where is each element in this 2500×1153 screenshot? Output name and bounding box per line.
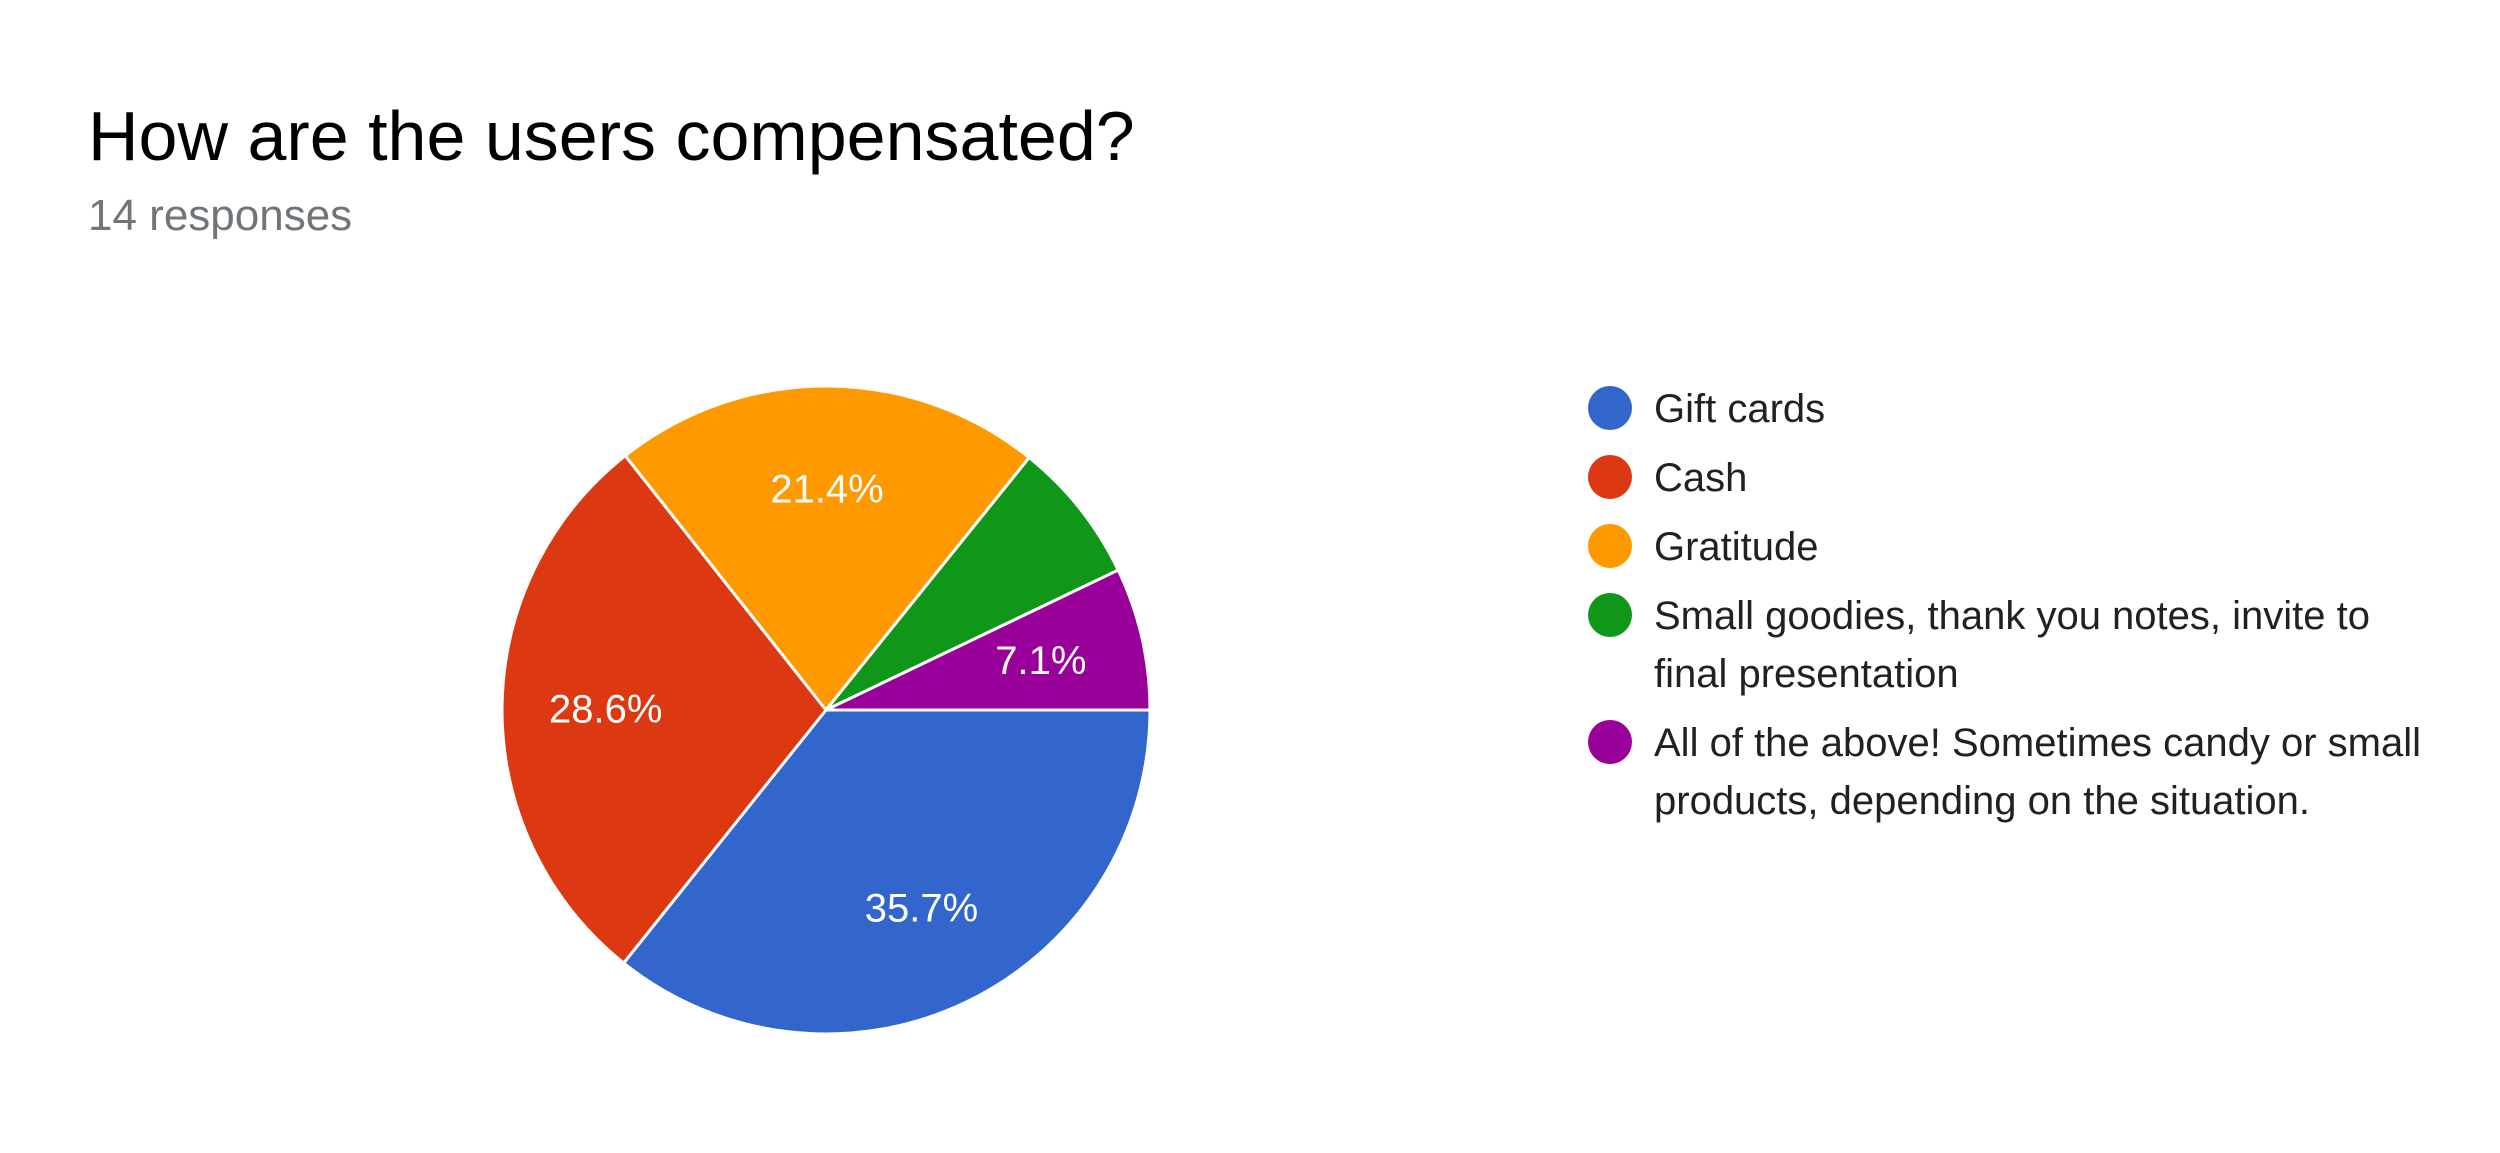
slice-label: 21.4% bbox=[770, 468, 883, 512]
legend-item: Gratitude bbox=[1588, 518, 2448, 576]
pie-slice bbox=[824, 455, 1121, 712]
pie-slice bbox=[623, 384, 1032, 713]
legend-item: Small goodies, thank you notes, invite t… bbox=[1588, 587, 2448, 703]
legend-item: Gift cards bbox=[1588, 380, 2448, 438]
chart-legend: Gift cards Cash Gratitude Small goodies, th… bbox=[1588, 380, 2448, 841]
legend-label: Gift cards bbox=[1654, 387, 1826, 431]
legend-label: Small goodies, thank you notes, invite t… bbox=[1654, 594, 2370, 696]
legend-label: Cash bbox=[1654, 456, 1748, 500]
chart-title: How are the users compensated? bbox=[88, 97, 1135, 175]
pie-slice bbox=[500, 453, 828, 966]
legend-label: Gratitude bbox=[1654, 525, 1819, 569]
legend-swatch bbox=[1588, 386, 1632, 430]
legend-swatch bbox=[1588, 524, 1632, 568]
legend-item: All of the above! Sometimes candy or sma… bbox=[1588, 714, 2448, 830]
slice-label: 35.7% bbox=[865, 887, 978, 931]
pie-chart: 35.7% 28.6% 21.4% 7.1% bbox=[500, 384, 1152, 1036]
pie-slice bbox=[825, 568, 1152, 712]
slice-label: 7.1% bbox=[995, 639, 1086, 683]
legend-label: All of the above! Sometimes candy or sma… bbox=[1654, 721, 2422, 823]
pie-slice bbox=[621, 708, 1152, 1036]
legend-swatch bbox=[1588, 720, 1632, 764]
legend-swatch bbox=[1588, 455, 1632, 499]
legend-item: Cash bbox=[1588, 449, 2448, 507]
response-count: 14 responses bbox=[88, 191, 353, 240]
legend-swatch bbox=[1588, 593, 1632, 637]
slice-label: 28.6% bbox=[549, 687, 662, 731]
